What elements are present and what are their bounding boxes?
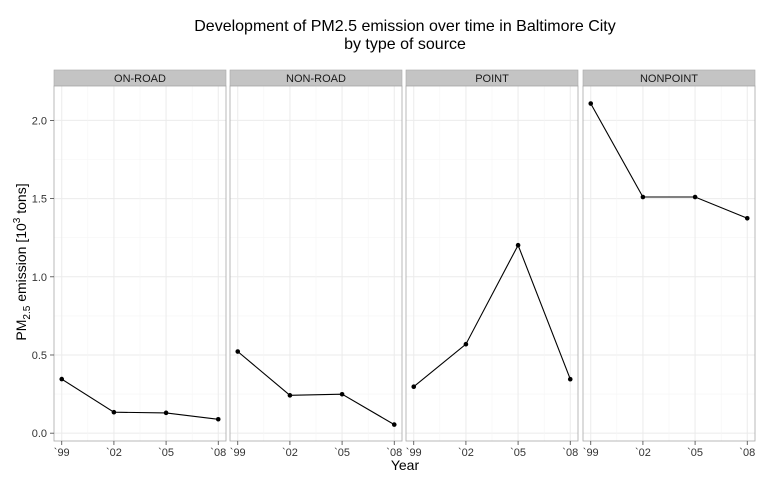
- data-point: [567, 376, 573, 382]
- y-tick-label: 0.5: [32, 350, 47, 362]
- panel-border: [53, 85, 227, 442]
- panel-border: [582, 85, 756, 442]
- data-point: [515, 242, 521, 248]
- facet-strip-label: ON-ROAD: [114, 73, 166, 85]
- x-tick-label: `02: [635, 447, 651, 459]
- data-point: [640, 194, 646, 200]
- data-point: [59, 376, 65, 382]
- y-tick-label: 2.0: [32, 115, 47, 127]
- y-tick-label: 1.0: [32, 272, 47, 284]
- x-tick-label: `99: [230, 447, 246, 459]
- y-axis-title-middle: emission [10: [13, 223, 29, 306]
- y-axis-title-pm: PM: [13, 320, 29, 341]
- y-axis-title-subscript: 2.5: [22, 305, 33, 319]
- data-point: [463, 341, 469, 347]
- panel-border: [405, 85, 579, 442]
- x-tick-label: `02: [282, 447, 298, 459]
- chart-title-line-2: by type of source: [344, 36, 466, 53]
- facet-strip-label: NON-ROAD: [286, 73, 346, 85]
- data-point: [391, 422, 397, 427]
- y-tick-label: 1.5: [32, 194, 47, 206]
- panel-border: [229, 85, 403, 442]
- panel-non-road: NON-ROAD `99 `02 `05 `08: [229, 69, 403, 459]
- x-tick-label: `02: [458, 447, 474, 459]
- facet-strip-label: NONPOINT: [640, 73, 698, 85]
- data-point: [339, 391, 345, 397]
- x-tick-label: `05: [687, 447, 703, 459]
- series-line: [590, 103, 748, 219]
- x-tick-label: `99: [54, 447, 70, 459]
- x-tick-label: `02: [106, 447, 122, 459]
- y-axis: 0.0 0.5 1.0 1.5 2.0: [32, 115, 54, 440]
- facet-strip-label: POINT: [475, 73, 509, 85]
- x-tick-label: `08: [210, 447, 226, 459]
- data-point: [411, 384, 417, 390]
- panel-point: POINT `99 `02 `05 `08: [405, 69, 579, 459]
- x-tick-label: `08: [739, 447, 755, 459]
- data-point: [588, 101, 594, 106]
- y-axis-title: PM2.5 emission [103 tons]: [12, 183, 33, 340]
- x-tick-label: `05: [158, 447, 174, 459]
- y-axis-title-end: tons]: [13, 183, 29, 217]
- y-axis-title-exponent: 3: [12, 217, 23, 223]
- data-point: [744, 216, 750, 221]
- chart-title-line-1: Development of PM2.5 emission over time …: [194, 18, 616, 35]
- x-axis-title: Year: [391, 457, 420, 473]
- data-point: [287, 393, 293, 398]
- series-line: [237, 351, 395, 426]
- x-tick-label: `05: [510, 447, 526, 459]
- y-tick-label: 0.0: [32, 428, 47, 440]
- x-tick-label: `08: [386, 447, 402, 459]
- series-line: [61, 378, 219, 420]
- data-point: [692, 194, 698, 200]
- data-point: [215, 416, 221, 422]
- x-tick-label: `08: [562, 447, 578, 459]
- data-point: [111, 409, 117, 415]
- x-tick-label: `99: [406, 447, 422, 459]
- data-point: [163, 410, 169, 416]
- series-line: [413, 243, 571, 388]
- panel-nonpoint: NONPOINT `99 `02 `05 `08: [582, 69, 756, 459]
- panel-on-road: ON-ROAD `99 `02 `05 `08: [53, 69, 227, 459]
- x-tick-label: `99: [583, 447, 599, 459]
- x-tick-label: `05: [334, 447, 350, 459]
- data-point: [235, 349, 241, 354]
